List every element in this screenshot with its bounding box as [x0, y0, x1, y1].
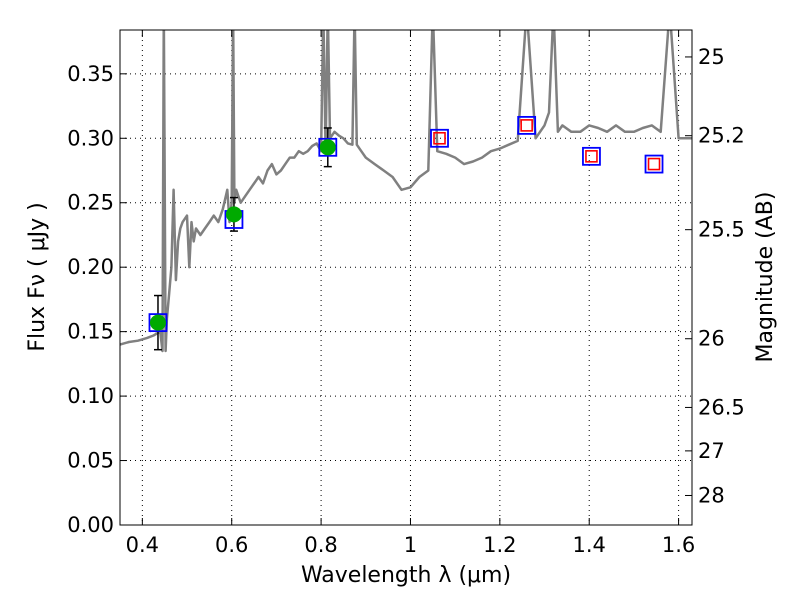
- predicted-square: [585, 150, 598, 163]
- spectrum-layer: [120, 30, 692, 353]
- y-tick-label: 0.25: [67, 191, 114, 215]
- y-axis-label-left: Flux Fν ( μJy ): [25, 202, 50, 351]
- x-tick-label: 0.8: [304, 533, 337, 557]
- y-tick-label: 0.30: [67, 126, 114, 150]
- data-point: [319, 139, 336, 156]
- y-axis-label-right: Magnitude (AB): [753, 192, 778, 363]
- right-tick-label: 25: [698, 45, 725, 69]
- predicted-square: [520, 119, 533, 132]
- model-square: [517, 115, 537, 135]
- right-tick-label: 26: [698, 327, 725, 351]
- y-tick-label: 0.05: [67, 449, 114, 473]
- y-tick-label: 0.35: [67, 62, 114, 86]
- model-square: [430, 128, 449, 148]
- ticks: 0.4 0.6 0.8 1 1.2 1.4 1.6 0.00 0.05 0.10 0.15 0.20 0…: [67, 30, 745, 557]
- x-tick-label: 1.4: [573, 533, 606, 557]
- model-square: [148, 313, 168, 333]
- model-square: [644, 154, 664, 174]
- x-axis-label: Wavelength λ (μm): [301, 563, 511, 588]
- model-square: [318, 137, 338, 157]
- right-tick-label: 25.2: [698, 124, 745, 148]
- predicted-square: [647, 157, 661, 171]
- x-tick-label: 0.6: [215, 533, 248, 557]
- spectrum-line: [120, 30, 692, 353]
- right-tick-label: 26.5: [698, 395, 745, 419]
- points-layer: [148, 115, 664, 351]
- right-tick-label: 27: [698, 439, 725, 463]
- right-tick-label: 25.5: [698, 218, 745, 242]
- model-square: [582, 146, 601, 166]
- data-point: [149, 314, 166, 331]
- right-tick-label: 28: [698, 483, 725, 507]
- grid: [120, 30, 692, 526]
- x-tick-label: 1.2: [483, 533, 516, 557]
- data-point: [225, 206, 242, 223]
- y-tick-label: 0.15: [67, 320, 114, 344]
- y-tick-label: 0.20: [67, 255, 114, 279]
- plot-frame: [119, 29, 693, 526]
- x-tick-label: 1: [404, 533, 417, 557]
- x-tick-label: 1.6: [662, 533, 695, 557]
- y-tick-label: 0.00: [67, 513, 114, 537]
- predicted-square: [433, 131, 446, 145]
- x-tick-label: 0.4: [126, 533, 159, 557]
- y-tick-label: 0.10: [67, 384, 114, 408]
